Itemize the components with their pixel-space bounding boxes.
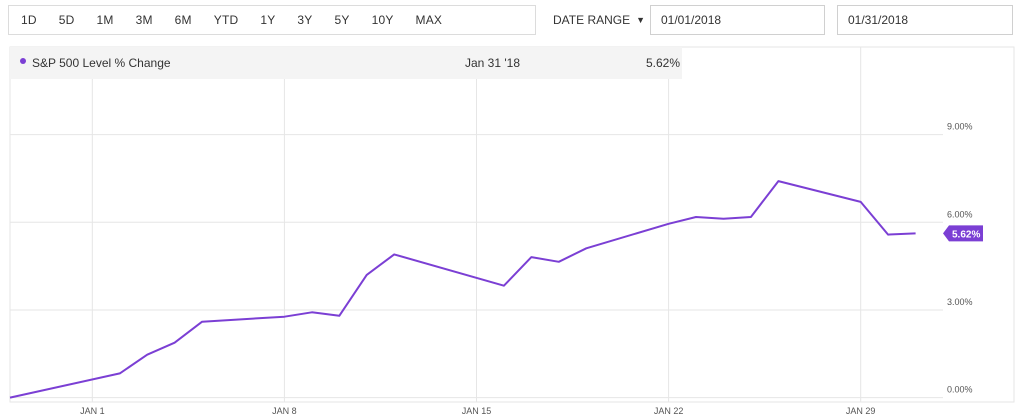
range-button-5y[interactable]: 5Y (334, 13, 350, 27)
last-value-badge (943, 225, 983, 242)
y-tick-label: 0.00% (947, 385, 973, 395)
series-line (9, 180, 916, 399)
line-chart[interactable]: JAN 1 JAN 8 JAN 15 JAN 22 JAN 29 0.00% 3.00% 6.… (0, 42, 1024, 418)
caret-down-icon: ▼ (636, 15, 646, 25)
range-selector: 1D 5D 1M 3M 6M YTD 1Y 3Y 5Y 10Y MAX (8, 5, 536, 35)
x-tick-label: JAN 8 (272, 406, 297, 416)
range-button-1y[interactable]: 1Y (260, 13, 276, 27)
tooltip-bar: S&P 500 Level % Change Jan 31 '18 5.62% (10, 47, 682, 79)
y-tick-label: 9.00% (947, 122, 973, 132)
series-dot-icon (20, 58, 26, 64)
x-tick-label: JAN 15 (462, 406, 492, 416)
range-button-3m[interactable]: 3M (135, 13, 153, 27)
date-range-dropdown[interactable]: DATE RANGE ▼ (553, 5, 645, 35)
chart-area: JAN 1 JAN 8 JAN 15 JAN 22 JAN 29 0.00% 3.00% 6.… (0, 42, 1024, 418)
range-button-1d[interactable]: 1D (21, 13, 37, 27)
range-button-1m[interactable]: 1M (96, 13, 114, 27)
range-button-6m[interactable]: 6M (174, 13, 192, 27)
last-value-label: 5.62% (952, 229, 980, 240)
range-button-10y[interactable]: 10Y (371, 13, 394, 27)
range-button-ytd[interactable]: YTD (213, 13, 239, 27)
x-tick-label: JAN 22 (654, 406, 684, 416)
start-date-input[interactable]: 01/01/2018 (650, 5, 825, 35)
end-date-input[interactable]: 01/31/2018 (837, 5, 1013, 35)
y-tick-label: 3.00% (947, 297, 973, 307)
date-range-label: DATE RANGE (553, 13, 631, 27)
range-button-max[interactable]: MAX (415, 13, 443, 27)
range-button-3y[interactable]: 3Y (297, 13, 313, 27)
y-tick-label: 6.00% (947, 209, 973, 219)
tooltip-value: 5.62% (646, 56, 681, 70)
tooltip-date: Jan 31 '18 (465, 56, 521, 70)
range-button-5d[interactable]: 5D (58, 13, 75, 27)
x-tick-label: JAN 1 (80, 406, 105, 416)
tooltip-series-name: S&P 500 Level % Change (32, 56, 171, 70)
x-tick-label: JAN 29 (846, 406, 876, 416)
